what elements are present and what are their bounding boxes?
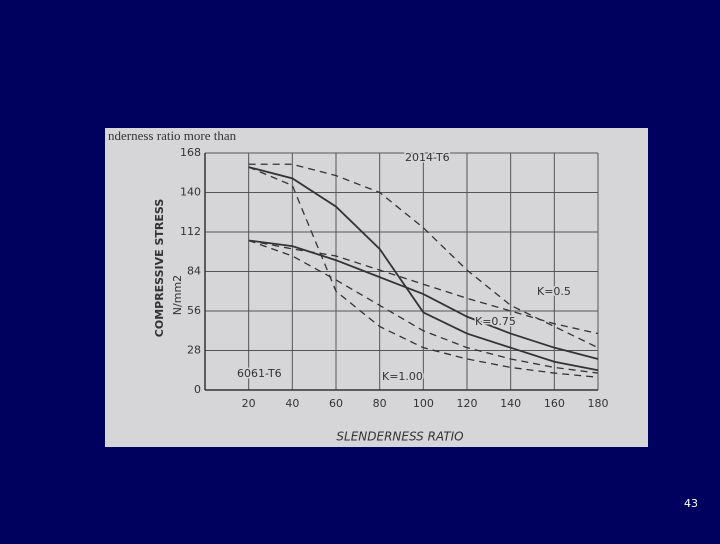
x-tick-label: 20 — [242, 397, 256, 410]
curve — [248, 239, 599, 360]
y-tick-label: 84 — [187, 265, 201, 278]
curve — [248, 166, 599, 372]
x-tick-label: 100 — [413, 397, 434, 410]
scanned-page — [105, 128, 648, 447]
x-axis-label: SLENDERNESS RATIO — [336, 430, 463, 444]
curve — [248, 239, 599, 374]
page-number: 43 — [684, 497, 698, 510]
x-tick-label: 180 — [588, 397, 609, 410]
annotation: K=0.75 — [475, 315, 516, 328]
y-axis-label: COMPRESSIVE STRESS — [153, 199, 166, 338]
x-tick-label: 160 — [544, 397, 565, 410]
annotation: K=0.5 — [537, 285, 571, 298]
y-tick-label: 168 — [180, 146, 201, 159]
annotation: 6061-T6 — [237, 367, 282, 380]
y-tick-label: 140 — [180, 186, 201, 199]
y-tick-label: 28 — [187, 344, 201, 357]
annotation: K=1.00 — [382, 370, 423, 383]
curve — [248, 239, 599, 335]
x-tick-label: 140 — [500, 397, 521, 410]
annotation: 2014-T6 — [405, 151, 450, 164]
y-unit: N/mm2 — [171, 275, 184, 315]
y-tick-label: 56 — [187, 304, 201, 317]
curve — [248, 166, 599, 378]
x-tick-label: 60 — [329, 397, 343, 410]
y-tick-label: 112 — [180, 225, 201, 238]
y-tick-label: 0 — [194, 383, 201, 396]
header-text: nderness ratio more than — [108, 128, 237, 143]
x-tick-label: 120 — [457, 397, 478, 410]
x-tick-label: 40 — [285, 397, 299, 410]
x-tick-label: 80 — [373, 397, 387, 410]
